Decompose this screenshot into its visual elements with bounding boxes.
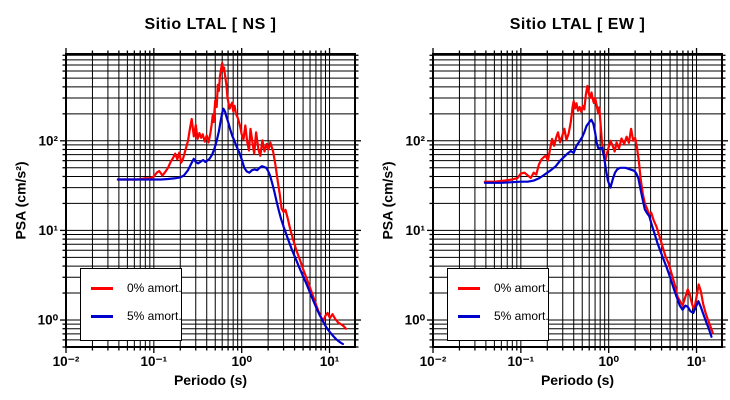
y-tick-label: 10¹ [405, 223, 425, 238]
chart-ns-y-axis-label: PSA (cm/s²) [12, 161, 29, 240]
legend-line-0pct-icon [458, 286, 480, 290]
chart-ew-title: Sitio LTAL [ EW ] [509, 16, 646, 33]
legend-entry: 5% amort. [81, 302, 182, 330]
x-tick-label: 10⁰ [231, 354, 252, 369]
x-tick-label: 10⁰ [598, 354, 619, 369]
y-tick-label: 10² [38, 133, 58, 148]
legend-label: 5% amort. [494, 309, 549, 323]
legend-line-5pct-icon [91, 314, 113, 318]
chart-ns-title: Sitio LTAL [ NS ] [144, 16, 277, 33]
series-line-1 [483, 118, 713, 338]
legend-label: 5% amort. [127, 309, 182, 323]
series-line-0 [483, 84, 714, 334]
y-tick-label: 10¹ [38, 223, 58, 238]
series-line-1 [116, 107, 344, 346]
x-tick-label: 10⁻² [53, 354, 80, 369]
chart-ew-y-axis-label: PSA (cm/s²) [379, 161, 396, 240]
legend-label: 0% amort. [494, 281, 549, 295]
chart-ns-x-axis-label: Periodo (s) [173, 372, 248, 388]
legend-entry: 0% amort. [448, 274, 549, 302]
chart-ew-x-axis-label: Periodo (s) [540, 372, 615, 388]
x-tick-label: 10¹ [320, 354, 340, 369]
series-line-0 [116, 61, 348, 330]
y-tick-label: 10² [405, 133, 425, 148]
y-tick-label: 10⁰ [405, 313, 426, 328]
legend-line-5pct-icon [458, 314, 480, 318]
chart-0: 10⁻² 10⁻¹ 10⁰ 10¹ 10⁰ 10¹ 10² [38, 48, 361, 369]
x-tick-label: 10⁻¹ [508, 354, 535, 369]
legend-entry: 0% amort. [81, 274, 182, 302]
plot-frame [432, 53, 723, 348]
plot-frame [65, 53, 356, 348]
x-tick-label: 10⁻² [420, 354, 447, 369]
x-tick-label: 10¹ [687, 354, 707, 369]
legend-entry: 5% amort. [448, 302, 549, 330]
legend-line-0pct-icon [91, 286, 113, 290]
legend-ew: 0% amort. 5% amort. [447, 268, 549, 341]
legend-ns: 0% amort. 5% amort. [80, 268, 182, 341]
x-tick-label: 10⁻¹ [141, 354, 168, 369]
legend-label: 0% amort. [127, 281, 182, 295]
y-tick-label: 10⁰ [38, 313, 59, 328]
